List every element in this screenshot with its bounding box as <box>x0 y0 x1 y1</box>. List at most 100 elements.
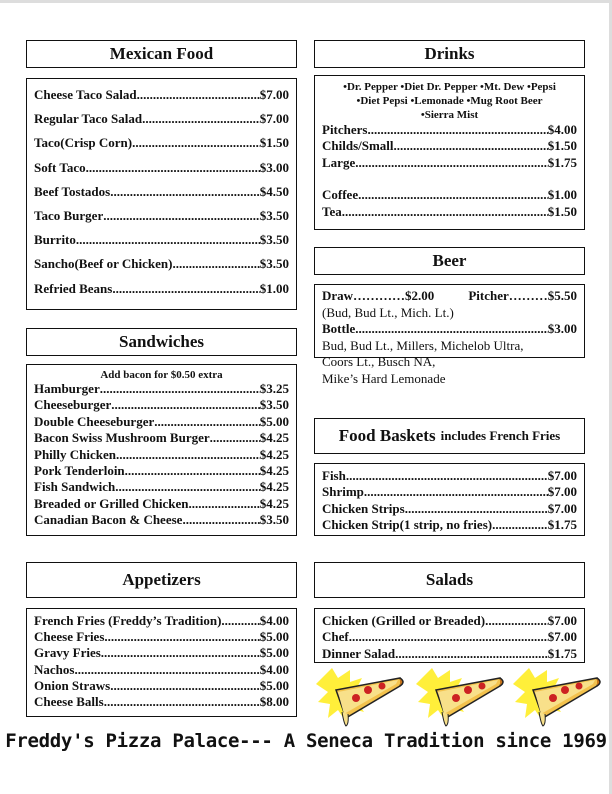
leader-dots <box>110 180 260 204</box>
leader-dots <box>367 122 547 138</box>
item-price: $7.00 <box>259 87 289 102</box>
pitcher-price: Pitcher………$5.50 <box>468 288 577 303</box>
item-price: $7.00 <box>547 484 577 500</box>
item-name: Fish <box>322 468 346 483</box>
item-price: $7.00 <box>547 613 577 628</box>
leader-dots <box>221 613 259 629</box>
menu-item: Pitchers $4.00 <box>322 122 577 138</box>
menu-item: Coffee $1.00 <box>322 187 577 203</box>
menu-item: Sancho(Beef or Chicken) $3.50 <box>34 252 289 276</box>
item-name: Pork Tenderloin <box>34 463 125 479</box>
item-name: French Fries (Freddy’s Tradition) <box>34 613 222 628</box>
item-price: $1.00 <box>547 187 577 203</box>
section-subtitle: includes French Fries <box>440 428 561 443</box>
item-price: $4.25 <box>259 495 289 511</box>
sandwiches-header: Sandwiches <box>26 328 297 356</box>
item-name: Chicken (Grilled or Breaded) <box>322 613 486 628</box>
item-name: Double Cheeseburger <box>34 413 155 429</box>
leader-dots <box>111 397 259 413</box>
menu-item: Hamburger $3.25 <box>34 381 289 397</box>
item-name: Cheese Fries <box>34 629 105 645</box>
item-name: Soft Taco <box>34 159 86 175</box>
menu-item: Shrimp $7.00 <box>322 484 577 500</box>
beer-header: Beer <box>314 247 585 275</box>
menu-item: Chef $7.00 <box>322 629 577 645</box>
footer-tagline: Freddy's Pizza Palace--- A Seneca Tradit… <box>5 730 607 752</box>
section-title: Appetizers <box>122 570 201 589</box>
menu-item: Chicken (Grilled or Breaded) $7.00 <box>322 613 577 629</box>
item-name: Dinner Salad <box>322 645 396 661</box>
item-price: $3.00 <box>259 159 289 175</box>
leader-dots <box>394 138 548 154</box>
leader-dots <box>492 517 548 533</box>
leader-dots <box>355 155 548 171</box>
item-price: $5.00 <box>259 413 289 429</box>
leader-dots <box>76 228 260 252</box>
leader-dots <box>101 645 260 661</box>
item-price: $7.00 <box>259 111 289 127</box>
item-name: Nachos <box>34 661 75 677</box>
bottle-row: Bottle$3.00 <box>322 321 577 338</box>
menu-item: Bacon Swiss Mushroom Burger $4.25 <box>34 430 289 446</box>
item-price: $4.00 <box>547 122 577 137</box>
menu-item: Fish Sandwich $4.25 <box>34 479 289 495</box>
item-name: Regular Taco Salad <box>34 111 143 127</box>
menu-item: Childs/Small $1.50 <box>322 138 577 154</box>
leader-dots <box>115 479 259 495</box>
item-name: Shrimp <box>322 484 364 500</box>
leader-dots <box>132 131 260 155</box>
leader-dots <box>485 613 548 629</box>
leader-dots <box>104 629 259 645</box>
bottle-brands: Bud, Bud Lt., Millers, Michelob Ultra, <box>322 337 524 353</box>
item-name: Bacon Swiss Mushroom Burger <box>34 430 210 446</box>
item-price: $4.25 <box>259 463 289 479</box>
item-name: Chef <box>322 629 349 645</box>
item-price: $1.50 <box>547 138 577 154</box>
bottle-brands: Mike’s Hard Lemonade <box>322 370 446 386</box>
pizza-slice-icon <box>416 668 504 727</box>
bottle-brands: Coors Lt., Busch NA, <box>322 354 436 369</box>
leader-dots <box>405 501 548 517</box>
leader-dots <box>342 204 548 220</box>
section-title: Beer <box>432 251 467 270</box>
leader-dots <box>86 156 260 180</box>
drinks-list: •Dr. Pepper •Diet Dr. Pepper •Mt. Dew •P… <box>314 75 585 230</box>
section-title: Salads <box>425 570 474 589</box>
leader-dots <box>112 277 259 301</box>
menu-item: Cheese Balls $8.00 <box>34 694 289 710</box>
appetizers-header: Appetizers <box>26 562 297 598</box>
item-name: Philly Chicken <box>34 446 116 462</box>
section-title: Sandwiches <box>118 332 205 351</box>
bacon-note: Add bacon for $0.50 extra <box>100 369 223 381</box>
item-price: $5.00 <box>259 677 289 693</box>
pizza-slice-icon <box>513 668 601 727</box>
soda-line: •Dr. Pepper •Diet Dr. Pepper •Mt. Dew •P… <box>343 81 556 93</box>
soda-line: •Diet Pepsi •Lemonade •Mug Root Beer <box>356 95 543 107</box>
item-price: $1.00 <box>259 280 289 296</box>
leader-dots <box>100 381 260 397</box>
menu-item: Canadian Bacon & Cheese $3.50 <box>34 512 289 528</box>
sandwiches-list: Add bacon for $0.50 extra Hamburger $3.25… <box>26 364 297 536</box>
item-name: Fish Sandwich <box>34 479 116 495</box>
draw-brands: (Bud, Bud Lt., Mich. Lt.) <box>322 304 454 320</box>
section-title: Mexican Food <box>109 44 214 63</box>
item-name: Large <box>322 154 356 170</box>
menu-item: Philly Chicken $4.25 <box>34 447 289 463</box>
food-baskets-header: Food Baskets includes French Fries <box>314 418 585 454</box>
section-title: Drinks <box>424 44 475 63</box>
item-price: $4.50 <box>259 183 289 199</box>
item-name: Cheeseburger <box>34 397 112 413</box>
leader-dots <box>110 678 260 694</box>
item-name: Hamburger <box>34 381 100 396</box>
item-name: Taco Burger <box>34 208 104 224</box>
item-name: Beef Tostados <box>34 183 111 199</box>
leader-dots <box>74 662 259 678</box>
beer-list: Draw…………$2.00 Pitcher………$5.50 (Bud, Bud L… <box>314 284 585 386</box>
item-price: $7.00 <box>547 500 577 516</box>
menu-item: French Fries (Freddy’s Tradition) $4.00 <box>34 613 289 629</box>
item-price: $1.75 <box>547 154 577 170</box>
menu-item: Double Cheeseburger $5.00 <box>34 414 289 430</box>
menu-item: Chicken Strip(1 strip, no fries) $1.75 <box>322 517 577 533</box>
